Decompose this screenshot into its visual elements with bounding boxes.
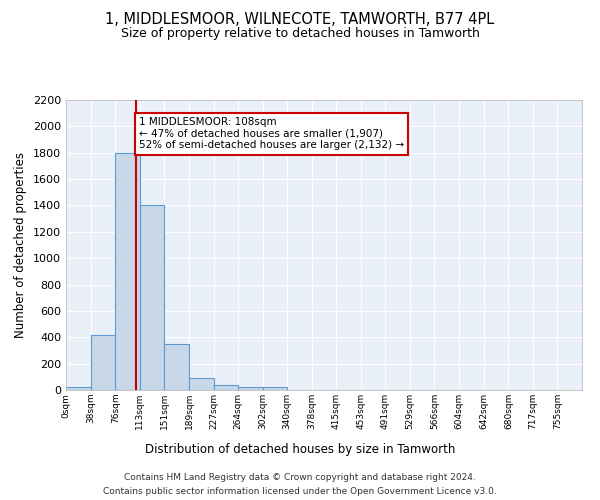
Text: Contains public sector information licensed under the Open Government Licence v3: Contains public sector information licen… [103,486,497,496]
Bar [91,334,115,390]
Bar [214,386,238,390]
Bar [189,378,214,390]
Bar [238,388,263,390]
Bar [66,388,91,390]
Text: Contains HM Land Registry data © Crown copyright and database right 2024.: Contains HM Land Registry data © Crown c… [124,472,476,482]
Bar [164,344,189,390]
Y-axis label: Number of detached properties: Number of detached properties [14,152,28,338]
Text: 1 MIDDLESMOOR: 108sqm
← 47% of detached houses are smaller (1,907)
52% of semi-d: 1 MIDDLESMOOR: 108sqm ← 47% of detached … [139,117,404,150]
Bar [115,152,140,390]
Bar [263,388,287,390]
Text: Size of property relative to detached houses in Tamworth: Size of property relative to detached ho… [121,28,479,40]
Text: Distribution of detached houses by size in Tamworth: Distribution of detached houses by size … [145,442,455,456]
Bar [140,206,164,390]
Text: 1, MIDDLESMOOR, WILNECOTE, TAMWORTH, B77 4PL: 1, MIDDLESMOOR, WILNECOTE, TAMWORTH, B77… [106,12,494,28]
